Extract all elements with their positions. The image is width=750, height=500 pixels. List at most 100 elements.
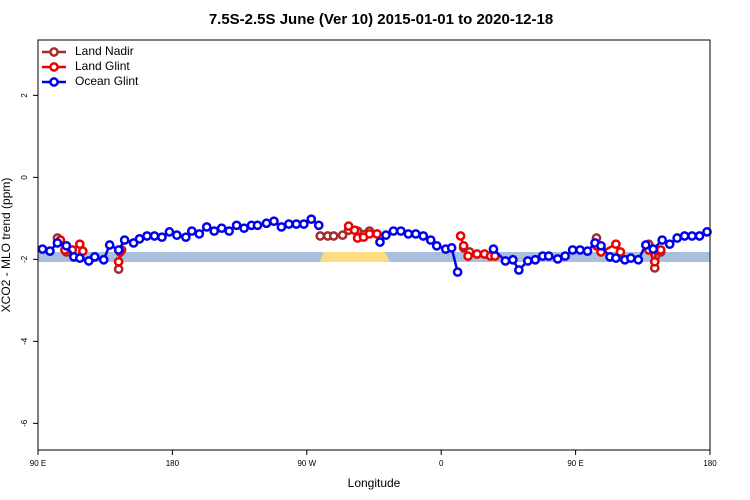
y-tick-label: 0 — [20, 175, 29, 180]
data-point — [446, 243, 457, 253]
data-point — [640, 240, 651, 250]
data-point — [89, 252, 100, 262]
data-point — [381, 230, 391, 241]
data-point — [276, 222, 287, 232]
data-point — [349, 225, 360, 236]
data-point — [134, 234, 145, 244]
legend-marker — [49, 47, 59, 57]
data-point — [113, 264, 124, 275]
data-point — [52, 238, 63, 248]
x-tick-label: 90 E — [567, 459, 583, 468]
data-point — [552, 254, 563, 264]
data-point — [514, 265, 524, 275]
y-tick-label: -2 — [20, 255, 29, 263]
data-point — [113, 245, 124, 255]
legend-label: Land Glint — [75, 59, 130, 73]
data-point — [672, 233, 682, 243]
data-point — [164, 227, 175, 237]
x-tick-label: 90 E — [30, 459, 46, 468]
data-point — [239, 223, 249, 234]
data-point — [61, 240, 72, 251]
data-point — [306, 214, 317, 225]
y-tick-label: 2 — [20, 93, 29, 98]
y-axis-label: XCO2 - MLO trend (ppm) — [0, 178, 13, 313]
data-point — [500, 256, 511, 266]
data-point — [261, 218, 272, 229]
data-point — [104, 240, 115, 250]
data-point — [530, 254, 541, 265]
data-point — [425, 235, 436, 245]
data-point — [98, 254, 109, 265]
data-point — [119, 235, 130, 245]
x-tick-label: 0 — [439, 459, 444, 468]
data-point — [702, 227, 712, 237]
data-point — [560, 251, 570, 261]
data-point — [452, 267, 463, 277]
data-point — [657, 235, 668, 245]
plot-frame — [37, 39, 711, 451]
data-point — [694, 231, 705, 241]
data-point — [403, 229, 414, 239]
data-point — [37, 244, 48, 254]
data-point — [418, 231, 429, 241]
data-point — [611, 253, 621, 263]
data-point — [488, 244, 499, 254]
data-point — [567, 245, 578, 255]
data-point — [186, 226, 197, 236]
data-point — [611, 239, 621, 250]
data-point — [388, 226, 399, 236]
legend-marker — [49, 62, 59, 72]
data-point — [157, 232, 167, 243]
land-band — [320, 252, 390, 262]
data-point — [372, 229, 382, 239]
x-axis-label: Longitude — [348, 476, 401, 490]
data-point — [194, 229, 205, 239]
data-point — [315, 231, 326, 241]
data-point — [180, 232, 191, 243]
data-point — [375, 237, 385, 247]
data-point — [364, 229, 375, 239]
legend-label: Ocean Glint — [75, 74, 139, 88]
series-line — [42, 217, 708, 273]
data-point — [410, 229, 421, 239]
data-point — [201, 222, 212, 232]
chart-title: 7.5S-2.5S June (Ver 10) 2015-01-01 to 20… — [209, 11, 553, 28]
data-point — [231, 220, 242, 231]
y-tick-label: -6 — [20, 419, 29, 427]
data-point — [648, 244, 659, 254]
data-point — [252, 220, 263, 231]
data-point — [633, 254, 644, 265]
data-point — [543, 251, 554, 261]
data-point — [284, 219, 294, 229]
data-point — [575, 245, 585, 255]
data-point — [431, 240, 442, 251]
data-point — [298, 219, 309, 229]
plot-area — [37, 214, 712, 277]
legend-label: Land Nadir — [75, 44, 134, 58]
data-point — [458, 240, 469, 251]
data-point — [615, 247, 626, 257]
data-point — [626, 253, 636, 263]
data-point — [508, 254, 518, 265]
data-point — [113, 256, 124, 267]
data-point — [687, 231, 697, 241]
data-point — [209, 226, 220, 236]
y-tick-label: -4 — [20, 337, 29, 345]
x-tick-label: 180 — [166, 459, 180, 468]
data-point — [172, 230, 182, 241]
data-point — [269, 216, 279, 227]
data-point — [328, 231, 339, 241]
x-tick-label: 90 W — [297, 459, 316, 468]
data-point — [649, 256, 660, 267]
data-point — [74, 253, 85, 263]
data-point — [291, 219, 302, 229]
data-point — [396, 226, 406, 236]
data-point — [596, 240, 606, 251]
data-point — [224, 226, 234, 236]
data-point — [664, 239, 675, 250]
data-point — [472, 249, 482, 259]
data-point — [337, 230, 348, 241]
data-point — [582, 246, 593, 256]
legend-marker — [49, 77, 59, 87]
